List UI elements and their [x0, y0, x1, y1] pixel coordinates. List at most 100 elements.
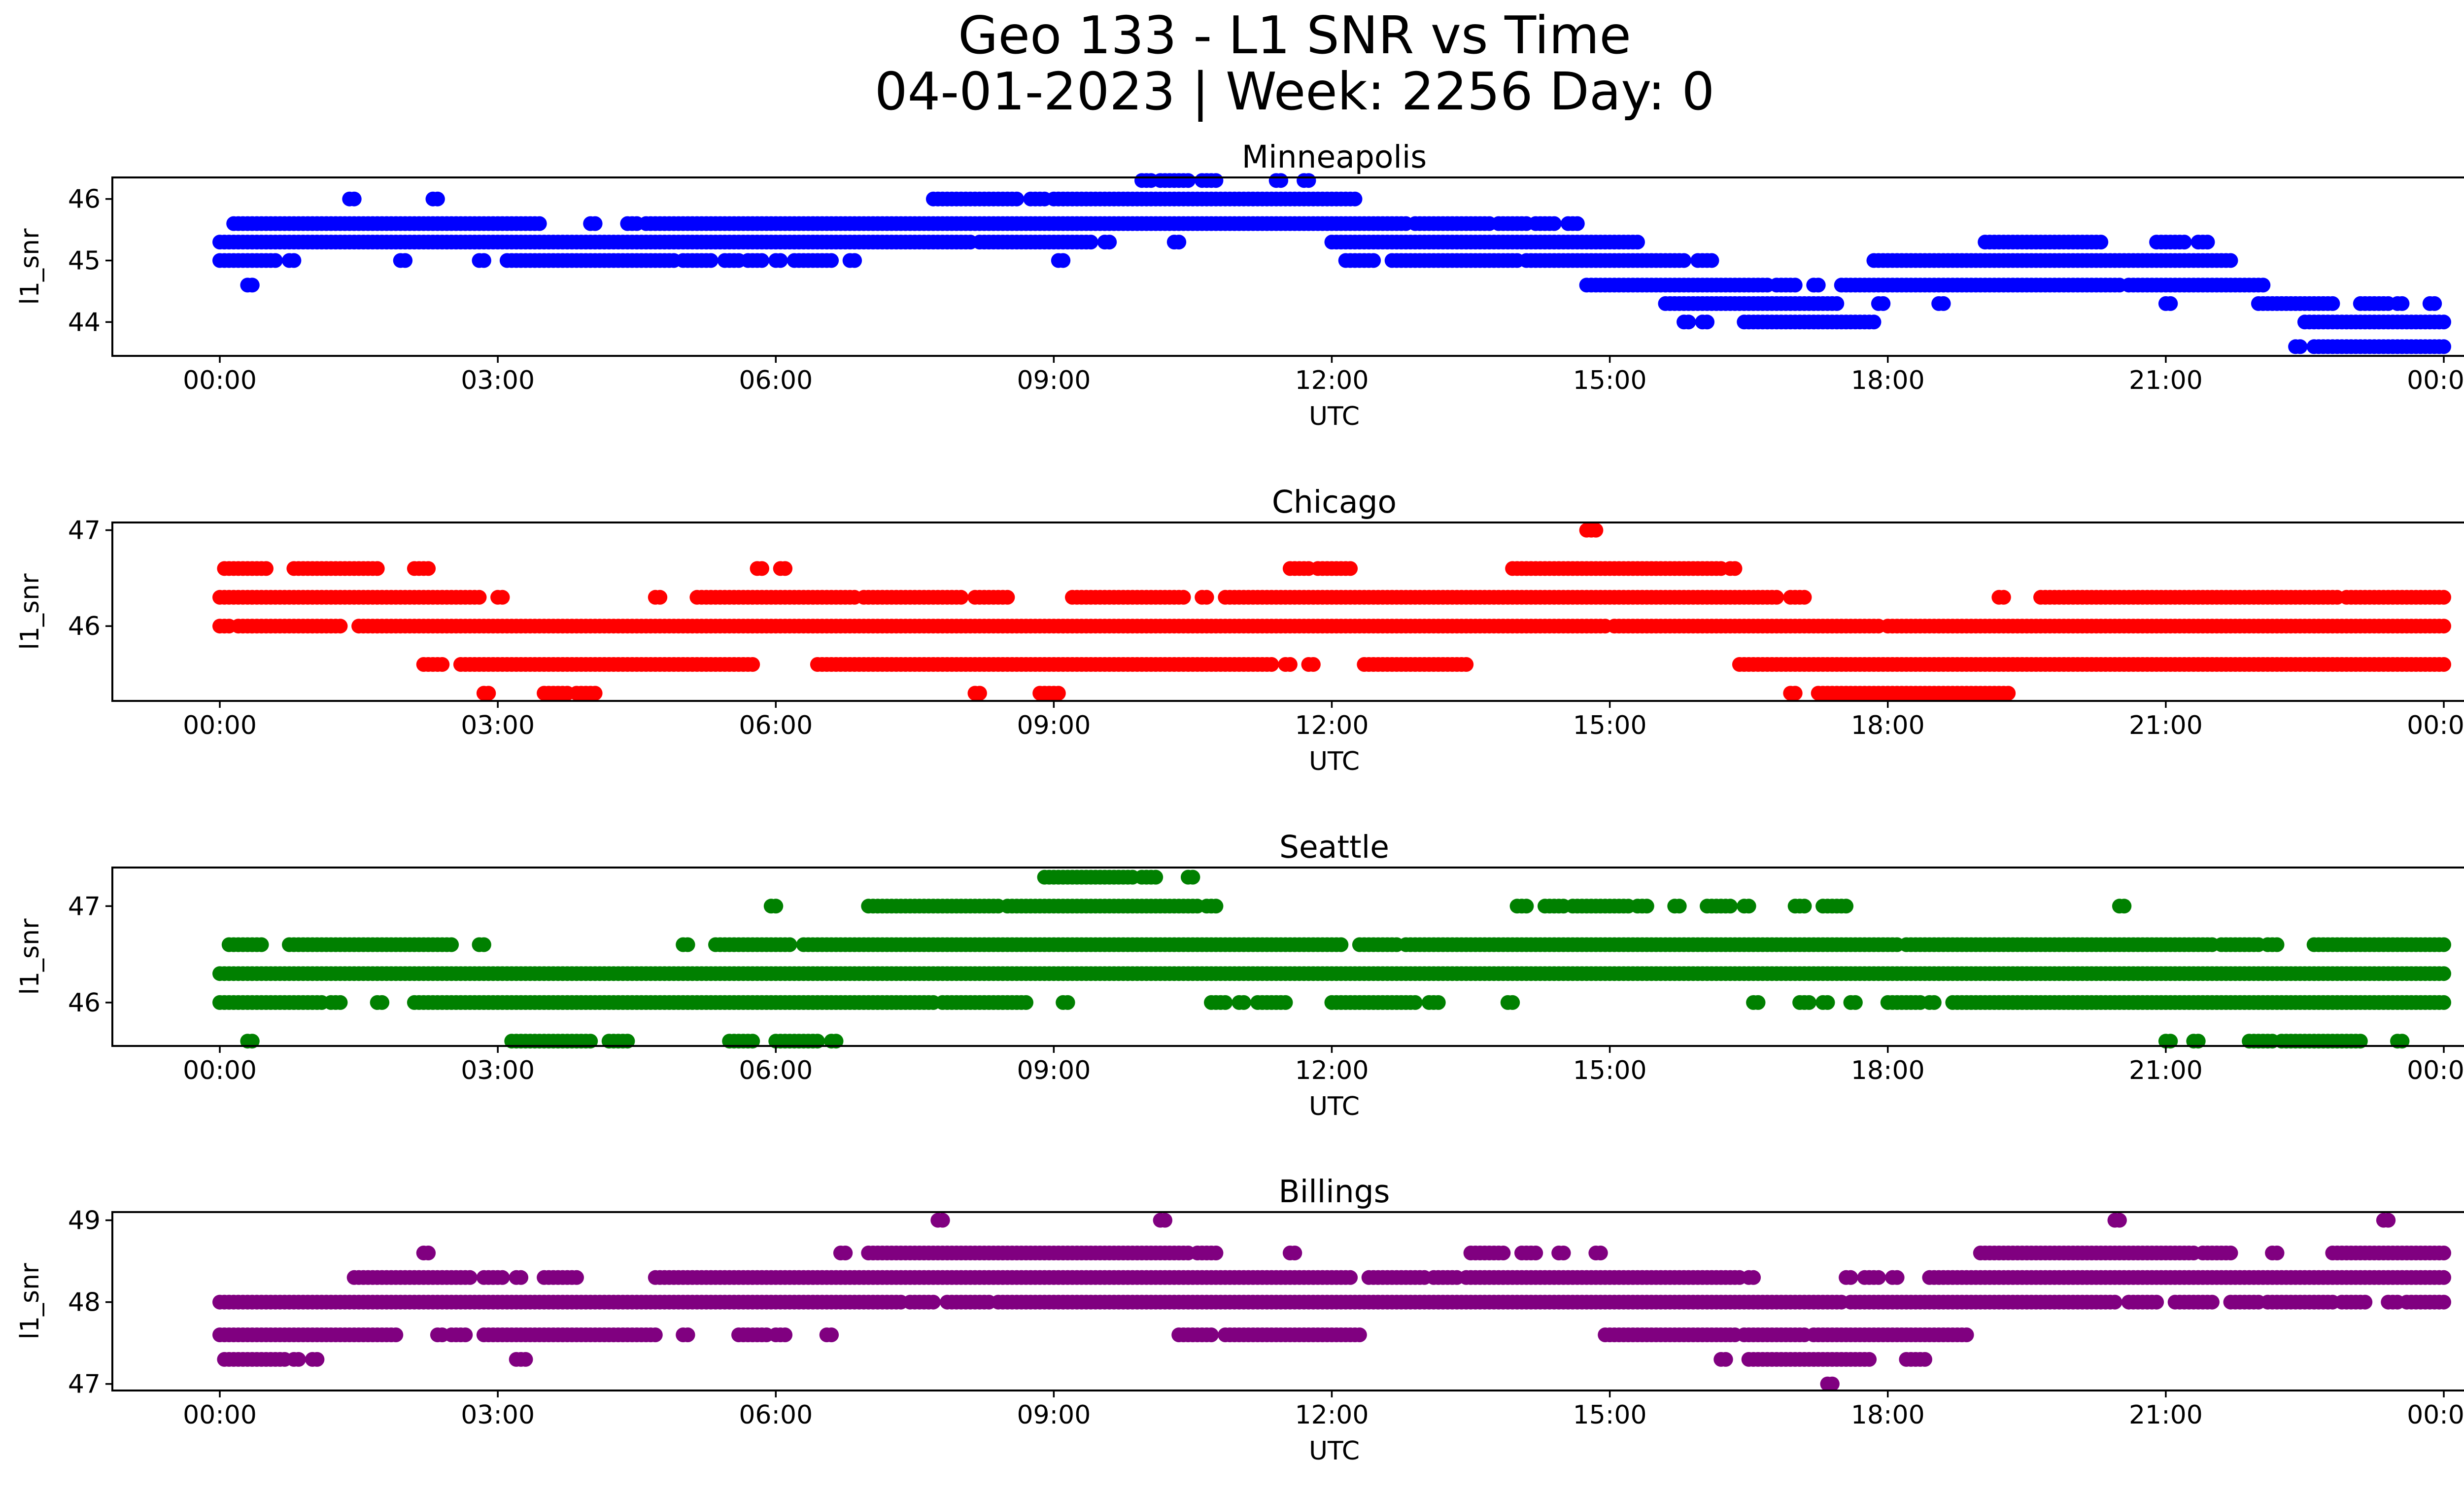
data-point [1019, 995, 1033, 1010]
data-point [2436, 937, 2451, 952]
chicago-axes-frame [111, 522, 2464, 702]
figure-title-line1: Geo 133 - L1 SNR vs Time [958, 5, 1631, 66]
data-point [754, 561, 769, 576]
data-point [925, 1294, 941, 1310]
data-point [1051, 686, 1066, 701]
data-point [2436, 619, 2451, 634]
seattle-points [212, 869, 2451, 1049]
x-tick-label: 15:00 [1573, 1056, 1647, 1085]
data-point [1746, 1270, 1761, 1285]
data-point [1528, 1246, 1543, 1260]
data-point [1009, 191, 1025, 207]
x-tick-label: 03:00 [461, 366, 535, 395]
data-point [652, 590, 668, 605]
chicago-points [212, 522, 2451, 701]
data-point [462, 1270, 478, 1285]
minneapolis-points [212, 173, 2451, 354]
data-point [1282, 657, 1298, 672]
data-point [1305, 657, 1321, 672]
data-point [1366, 253, 1381, 268]
data-point [268, 253, 283, 268]
data-point [254, 937, 269, 952]
data-point [346, 191, 362, 207]
data-point [1208, 1246, 1224, 1260]
data-point [587, 216, 603, 231]
data-point [2163, 296, 2178, 311]
data-point [1704, 253, 1719, 268]
data-point [1199, 590, 1214, 605]
data-point [2381, 1213, 2396, 1228]
data-point [1176, 590, 1191, 605]
x-tick-label: 00:00 [183, 366, 257, 395]
data-point [476, 937, 491, 952]
data-point [472, 590, 487, 605]
seattle-x-axis-label: UTC [1309, 1092, 1360, 1121]
data-point [1334, 937, 1349, 952]
data-point [259, 561, 274, 576]
data-point [1570, 216, 1585, 231]
data-point [1871, 1270, 1886, 1285]
data-point [1889, 1270, 1905, 1285]
data-point [370, 561, 385, 576]
data-point [2325, 296, 2340, 311]
x-tick-label: 21:00 [2129, 1056, 2203, 1085]
y-tick-label: 47 [68, 516, 101, 546]
data-point [754, 253, 769, 268]
data-point [680, 937, 695, 952]
data-point [1000, 590, 1015, 605]
x-tick-label: 00:00 [2407, 366, 2464, 395]
y-tick-label: 46 [68, 612, 101, 641]
data-point [2117, 899, 2132, 914]
x-tick-label: 21:00 [2129, 366, 2203, 395]
data-point [1829, 296, 1845, 311]
chicago-title: Chicago [1272, 484, 1397, 520]
data-point [1843, 1270, 1858, 1285]
minneapolis-axes-frame [111, 176, 2464, 357]
data-point [476, 253, 491, 268]
data-point [1811, 278, 1826, 293]
data-point [2427, 296, 2442, 311]
data-point [1839, 899, 1854, 914]
data-point [2269, 1246, 2285, 1260]
data-point [1343, 1270, 1358, 1285]
data-point [1750, 995, 1766, 1010]
data-point [1630, 235, 1645, 250]
x-tick-label: 18:00 [1851, 711, 1925, 740]
data-point [954, 590, 969, 605]
data-point [1866, 314, 1882, 330]
x-tick-label: 00:00 [2407, 1056, 2464, 1085]
data-point [2436, 314, 2451, 330]
data-point [1056, 253, 1071, 268]
data-point [2436, 590, 2451, 605]
data-point [1727, 561, 1743, 576]
x-tick-label: 12:00 [1295, 711, 1369, 740]
data-point [2093, 235, 2109, 250]
x-tick-label: 12:00 [1295, 1056, 1369, 1085]
data-point [935, 1213, 950, 1228]
x-tick-label: 21:00 [2129, 711, 2203, 740]
data-point [1171, 235, 1187, 250]
y-tick-label: 46 [68, 185, 101, 214]
data-point [1181, 173, 1196, 188]
data-point [587, 686, 603, 701]
data-point [375, 995, 390, 1010]
x-tick-label: 18:00 [1851, 366, 1925, 395]
data-point [2293, 339, 2308, 354]
data-point [244, 278, 260, 293]
data-point [1848, 995, 1863, 1010]
data-point [1431, 995, 1446, 1010]
data-point [1677, 253, 1692, 268]
data-point [532, 216, 547, 231]
data-point [1996, 590, 2011, 605]
data-point [1060, 995, 1075, 1010]
data-point [1236, 995, 1251, 1010]
x-tick-label: 12:00 [1295, 366, 1369, 395]
data-point [2112, 1213, 2127, 1228]
data-point [2269, 937, 2285, 952]
data-point [1787, 686, 1803, 701]
data-point [430, 191, 445, 207]
data-point [745, 657, 760, 672]
